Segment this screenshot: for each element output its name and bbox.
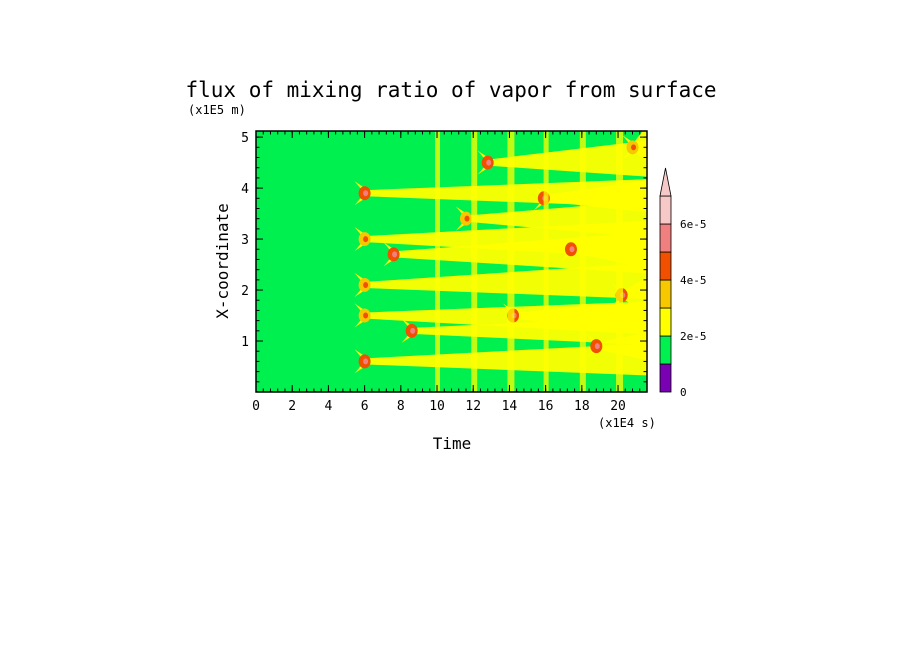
y-tick-label: 1 [241,335,249,350]
moist-filament [471,131,478,392]
x-unit-label: (x1E4 s) [598,416,656,430]
colorbar-segment [659,335,672,365]
streak-source-core [486,159,492,166]
y-unit-label: (x1E5 m) [188,103,246,117]
moist-streak [465,200,647,238]
y-tick-label: 3 [241,233,249,248]
x-tick-label: 6 [361,399,369,414]
chart-title: flux of mixing ratio of vapor from surfa… [185,78,716,102]
x-tick-label: 10 [429,399,445,414]
x-tick-label: 18 [574,399,590,414]
x-tick-label: 14 [502,399,518,414]
streak-source-core [631,144,637,151]
streak-source-core [464,215,470,222]
x-tick-label: 20 [610,399,626,414]
colorbar-tick-label: 6e-5 [680,218,707,231]
x-axis-label: Time [433,434,472,453]
colorbar-tick-label: 2e-5 [680,330,707,343]
moist-streak [364,343,647,376]
streak-group [354,131,647,392]
streak-source-core [363,190,369,197]
moist-streak [487,140,647,177]
x-tick-label: 12 [465,399,481,414]
moist-filament [507,131,515,392]
moist-streak [621,277,647,315]
streak-source-core [569,246,575,253]
y-tick-label: 2 [241,284,249,299]
moist-filament [616,131,624,392]
colorbar-segment [659,251,672,281]
moist-filament [435,131,441,392]
colorbar-segment [659,363,672,393]
colorbar-tick-label: 0 [680,386,687,399]
moist-streak [570,227,647,269]
moist-filament [543,131,549,392]
streak-source-core [363,236,369,243]
streak-source-core [363,358,369,365]
streak-layer [354,131,647,392]
streak-source-core [410,327,416,334]
moist-filament [579,131,586,392]
x-tick-label: 0 [252,399,260,414]
x-tick-label: 8 [397,399,405,414]
colorbar-segment [659,279,672,309]
y-tick-label: 5 [241,131,249,146]
x-tick-label: 4 [324,399,332,414]
streak-source-core [363,312,369,319]
colorbar: 0 2e-5 4e-5 6e-5 [659,167,707,399]
colorbar-extend-arrow [659,167,672,197]
y-axis-ticks: 1 2 3 4 5 [241,131,647,393]
y-tick-label: 4 [241,182,249,197]
x-tick-label: 16 [538,399,554,414]
streak-source-core [392,251,398,258]
colorbar-segment [659,195,672,225]
colorbar-segment [659,223,672,253]
y-axis-label: X-coordinate [213,203,232,319]
streak-source-core [363,281,369,288]
streak-source-core [594,343,600,350]
colorbar-segment [659,307,672,337]
x-axis-ticks: 0 2 4 6 8 10 12 14 16 18 20 [252,131,648,414]
x-tick-label: 2 [288,399,296,414]
colorbar-tick-label: 4e-5 [680,274,707,287]
moist-streak [632,131,647,162]
